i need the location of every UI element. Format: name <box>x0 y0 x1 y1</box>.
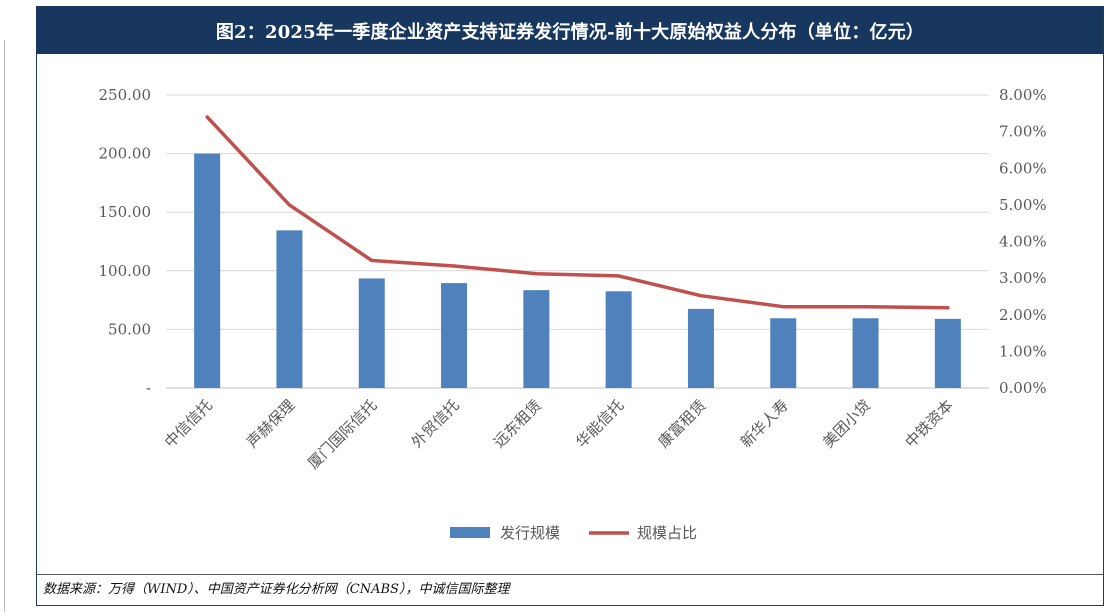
legend-label-bar: 发行规模 <box>500 524 560 542</box>
bar <box>194 153 221 388</box>
combo-chart: - 50.00 100.00 150.00 200.00 250.00 0.00% 1.00%… <box>99 86 1047 542</box>
y-right-tick-label: 0.00% <box>999 379 1047 397</box>
bar <box>523 290 550 388</box>
x-tick-label: 外贸信托 <box>408 396 463 451</box>
x-tick-label: 新华人寿 <box>737 396 792 451</box>
line-point <box>370 259 374 263</box>
line-point <box>287 203 291 207</box>
x-tick-label: 美团小贷 <box>819 396 874 451</box>
line-point <box>699 294 703 298</box>
line-point <box>534 272 538 276</box>
figure-title: 图2：2025年一季度企业资产支持证券发行情况-前十大原始权益人分布（单位：亿元… <box>37 7 1103 54</box>
line-point <box>946 306 950 310</box>
x-tick-label: 远东租赁 <box>490 396 545 451</box>
bar <box>358 278 385 388</box>
y-right-tick-label: 7.00% <box>999 123 1047 141</box>
x-tick-label: 华能信托 <box>572 396 627 451</box>
line-point <box>617 274 621 278</box>
bar <box>441 283 468 388</box>
x-tick-label: 中信信托 <box>161 396 216 451</box>
series-line <box>205 115 950 310</box>
bar <box>852 318 879 388</box>
y-right-tick-label: 5.00% <box>999 196 1047 214</box>
line-point <box>205 115 209 119</box>
y-right-tick-label: 1.00% <box>999 342 1047 360</box>
legend-label-line: 规模占比 <box>637 524 697 542</box>
figure-frame: 图2：2025年一季度企业资产支持证券发行情况-前十大原始权益人分布（单位：亿元… <box>36 6 1104 606</box>
line-point <box>864 305 868 309</box>
y-left-tick-label: 100.00 <box>99 262 152 280</box>
page-left-rule <box>4 40 5 612</box>
legend-swatch-bar <box>450 527 490 538</box>
line-point <box>452 264 456 268</box>
bar <box>687 308 714 388</box>
bar <box>770 318 797 388</box>
y-right-tick-label: 4.00% <box>999 233 1047 251</box>
x-tick-label: 声赫保理 <box>243 396 298 451</box>
y-left-tick-label: - <box>146 379 151 397</box>
y-right-tick-label: 6.00% <box>999 159 1047 177</box>
x-tick-label: 厦门国际信托 <box>304 396 380 472</box>
source-note: 数据来源：万得（WIND）、中国资产证券化分析网（CNABS），中诚信国际整理 <box>43 582 510 597</box>
y-right-tick-label: 2.00% <box>999 306 1047 324</box>
x-tick-label: 中铁资本 <box>902 396 957 451</box>
line-point <box>781 305 785 309</box>
y-left-tick-label: 50.00 <box>108 320 151 338</box>
y-left-tick-label: 150.00 <box>99 203 152 221</box>
bar <box>605 291 632 388</box>
bar <box>934 318 961 388</box>
x-tick-label: 康富租赁 <box>655 396 710 451</box>
y-left-tick-label: 200.00 <box>99 145 152 163</box>
y-right-tick-label: 8.00% <box>999 86 1047 104</box>
y-right-tick-label: 3.00% <box>999 269 1047 287</box>
bar <box>276 230 303 388</box>
y-left-tick-label: 250.00 <box>99 86 152 104</box>
chart-area: - 50.00 100.00 150.00 200.00 250.00 0.00% 1.00%… <box>37 54 1103 575</box>
